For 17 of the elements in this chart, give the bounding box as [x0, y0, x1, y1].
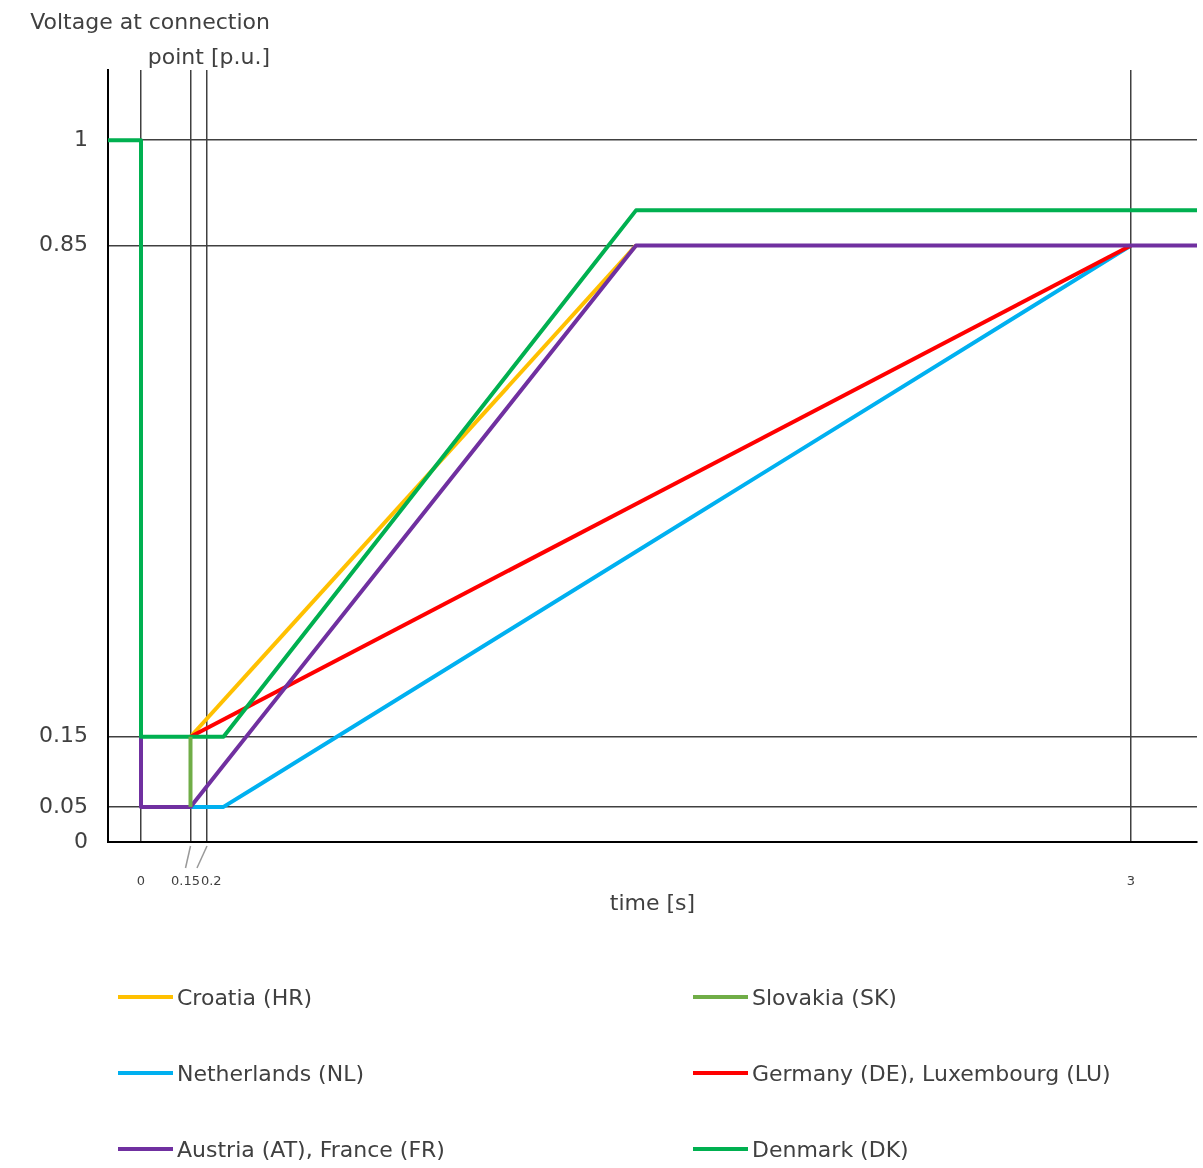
y-tick-label: 1 — [74, 125, 88, 151]
y-tick-label: 0.05 — [39, 792, 88, 818]
x-tick-label: 3 — [1126, 873, 1136, 889]
y-axis-title: Voltage at connection point [p.u.] — [29, 8, 270, 71]
y-tick-label: 0.15 — [39, 722, 88, 748]
x-tick-label: 0.15 — [171, 873, 200, 889]
y-tick-label: 0.85 — [39, 231, 88, 257]
legend-label: Croatia (HR) — [177, 984, 313, 1010]
x-axis-title: time [s] — [609, 889, 696, 915]
x-tick-label: 0 — [136, 873, 146, 889]
y-tick-label: 0 — [74, 827, 88, 853]
legend-label: Austria (AT), France (FR) — [177, 1136, 445, 1162]
legend-label: Slovakia (SK) — [752, 984, 897, 1010]
legend-label: Netherlands (NL) — [177, 1060, 364, 1086]
legend-label: Germany (DE), Luxembourg (LU) — [752, 1060, 1111, 1086]
x-tick-label: 0.2 — [200, 873, 222, 889]
legend-label: Denmark (DK) — [752, 1136, 909, 1162]
